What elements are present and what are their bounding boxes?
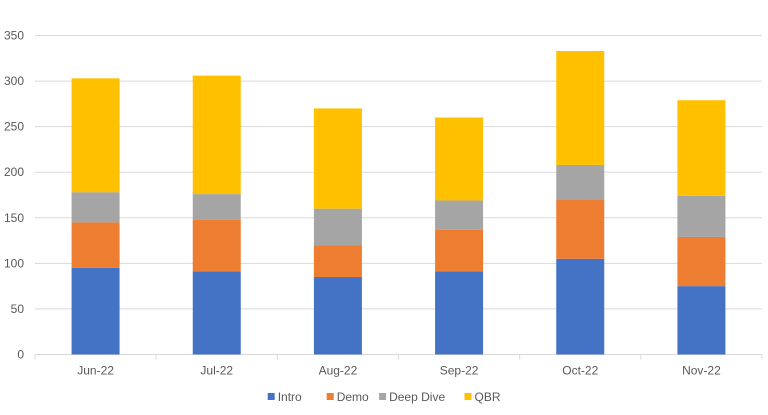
legend-label: Demo [337,390,369,404]
bar-segment-intro [71,267,120,355]
legend-label: Intro [278,390,302,404]
bar-segment-qbr [435,117,484,201]
x-tick-label: Sep-22 [440,364,479,378]
y-tick-label: 200 [4,165,24,179]
x-tick-label: Nov-22 [682,364,721,378]
bar-segment-qbr [556,50,605,165]
legend-swatch [379,393,387,400]
y-tick-label: 150 [4,211,24,225]
bar-segment-deep-dive [71,192,120,223]
y-tick-label: 0 [17,348,24,362]
bar-segment-intro [556,258,605,355]
y-tick-label: 350 [4,29,24,43]
legend-swatch [267,393,275,400]
legend-label: Deep Dive [389,390,445,404]
bar-segment-deep-dive [677,195,726,237]
bar-segment-intro [435,271,484,355]
bar-segment-demo [192,219,241,272]
bar-segment-demo [71,222,120,268]
legend-swatch [464,393,472,400]
bar-segment-qbr [192,75,241,195]
y-tick-label: 250 [4,120,24,134]
bar-segment-deep-dive [313,208,362,246]
bar-segment-demo [313,245,362,278]
bar-segment-qbr [71,78,120,193]
bar-segment-demo [556,199,605,259]
bar-segment-intro [313,277,362,355]
legend-label: QBR [475,390,501,404]
legend-swatch [326,393,334,400]
bar-segment-demo [677,236,726,287]
x-tick-label: Jul-22 [200,364,233,378]
bar-segment-deep-dive [556,164,605,200]
y-tick-label: 100 [4,256,24,270]
bar-segment-demo [435,229,484,272]
bar-segment-qbr [313,108,362,209]
x-tick-label: Aug-22 [319,364,358,378]
bar-segment-intro [192,271,241,355]
y-tick-label: 50 [11,302,25,316]
y-tick-label: 300 [4,74,24,88]
bar-segment-deep-dive [435,200,484,230]
bar-segment-intro [677,286,726,355]
bar-segment-deep-dive [192,194,241,220]
x-tick-label: Oct-22 [562,364,598,378]
bar-segment-qbr [677,100,726,196]
x-tick-label: Jun-22 [77,364,114,378]
